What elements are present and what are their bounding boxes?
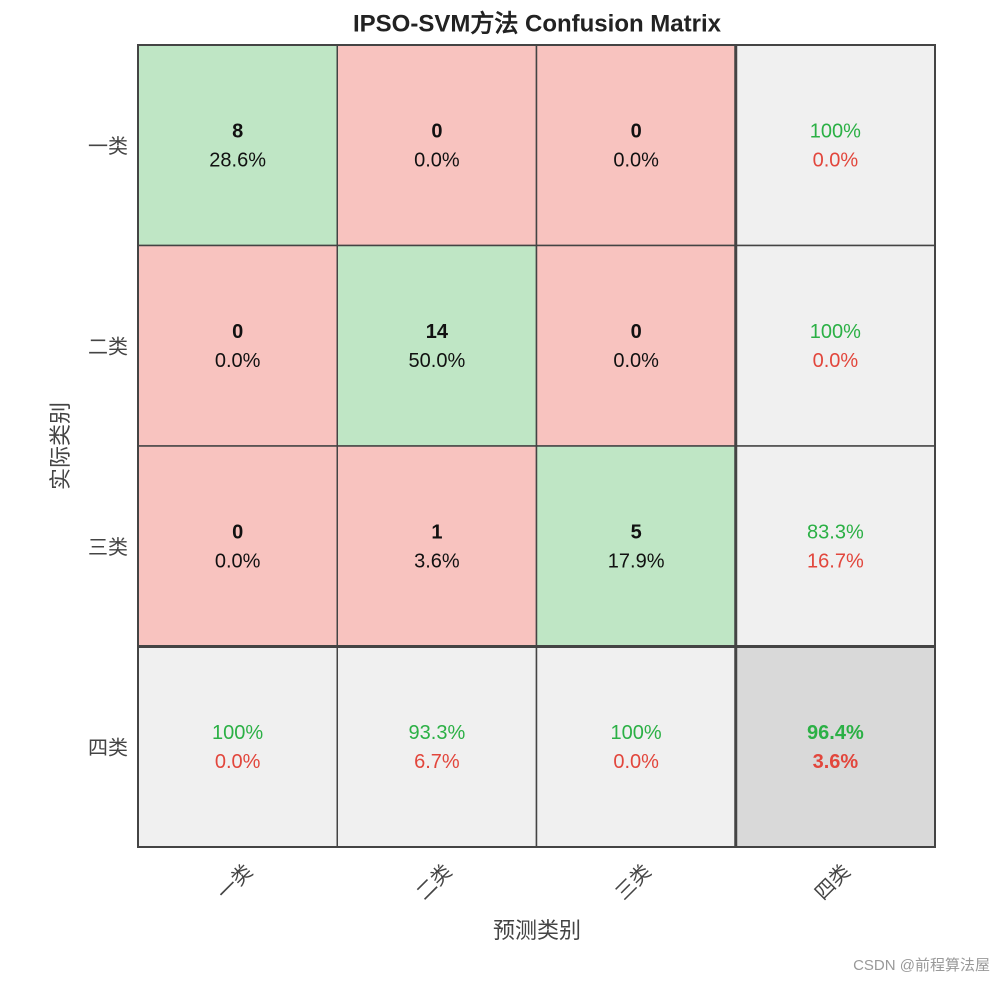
y-tick-label: 三类 [88,535,128,559]
col-summary-correct: 100% [611,722,662,744]
col-summary-wrong: 0.0% [613,751,659,773]
col-summary-correct: 93.3% [409,722,466,744]
cell-count: 0 [431,121,442,143]
col-summary-correct: 100% [212,722,263,744]
x-tick-label: 二类 [411,859,456,904]
cell-percent: 3.6% [414,551,460,573]
overall-wrong: 3.6% [813,751,859,773]
cell [735,445,936,648]
cell [535,645,737,848]
cell-percent: 0.0% [215,551,261,573]
cell-count: 0 [631,321,642,343]
cell-percent: 50.0% [409,350,466,372]
cell [735,645,936,848]
cell [137,445,338,648]
x-axis-label: 预测类别 [493,919,581,944]
cell [735,44,936,247]
cell [535,44,737,247]
cell [137,645,338,848]
cell-count: 0 [232,522,243,544]
cell-percent: 17.9% [608,551,665,573]
row-summary-wrong: 0.0% [813,350,859,372]
cell-count: 0 [631,121,642,143]
cell-percent: 0.0% [613,350,659,372]
cell [735,244,936,447]
y-tick-label: 二类 [88,334,128,358]
cell-percent: 0.0% [215,350,261,372]
row-summary-correct: 100% [810,121,861,143]
cell [336,44,538,247]
cell [535,445,737,648]
cell [336,445,538,648]
frame [137,44,936,848]
cell [535,244,737,447]
x-tick-label: 一类 [212,859,257,904]
row-summary-correct: 83.3% [807,522,864,544]
cell [137,244,338,447]
cell [336,645,538,848]
x-tick-label: 三类 [610,859,655,904]
row-summary-correct: 100% [810,321,861,343]
x-tick-label: 四类 [810,859,855,904]
row-summary-wrong: 0.0% [813,150,859,172]
overall-correct: 96.4% [807,722,864,744]
y-tick-label: 一类 [88,134,128,158]
row-summary-wrong: 16.7% [807,551,864,573]
col-summary-wrong: 6.7% [414,751,460,773]
cell [336,244,538,447]
cell [137,44,338,247]
y-tick-label: 四类 [88,735,128,759]
cell-count: 5 [631,522,642,544]
cell-count: 8 [232,121,243,143]
cell-count: 0 [232,321,243,343]
cell-percent: 0.0% [613,150,659,172]
chart-title: IPSO-SVM方法 Confusion Matrix [353,9,722,37]
col-summary-wrong: 0.0% [215,751,261,773]
cell-percent: 28.6% [209,150,266,172]
y-axis-label: 实际类别 [49,402,74,490]
cell-count: 14 [426,321,449,343]
cell-percent: 0.0% [414,150,460,172]
watermark: CSDN @前程算法屋 [853,956,990,974]
cell-count: 1 [431,522,442,544]
